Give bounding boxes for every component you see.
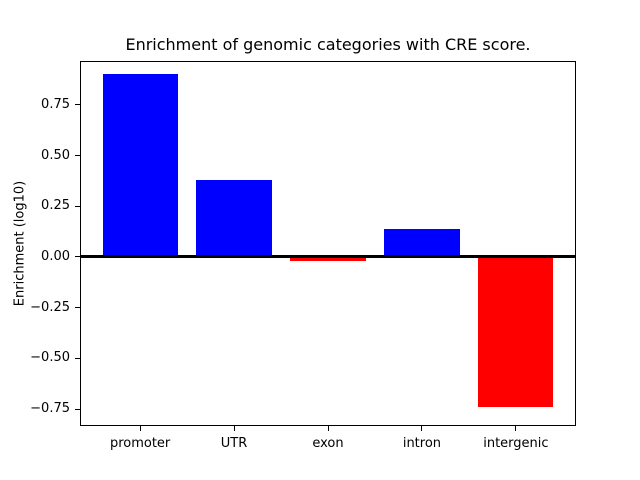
y-tick-label: 0.50 [41,147,70,163]
bar-intergenic [478,256,554,408]
y-tick-mark [75,205,80,207]
chart-title: Enrichment of genomic categories with CR… [125,35,531,54]
y-tick-label: −0.50 [30,350,70,366]
y-tick-mark [75,104,80,106]
y-tick-label: −0.25 [30,299,70,315]
y-tick-label: −0.75 [30,401,70,417]
y-tick-label: 0.25 [41,198,70,214]
y-tick-mark [75,256,80,258]
y-tick-label: 0.75 [41,96,70,112]
bar-exon [290,256,366,262]
x-tick-mark [515,426,517,431]
bar-UTR [196,179,272,257]
x-tick-mark [233,426,235,431]
bar-intron [384,228,460,257]
y-tick-mark [75,357,80,359]
x-tick-label-intron: intron [402,436,442,451]
x-tick-label-UTR: UTR [220,436,248,451]
x-tick-mark [327,426,329,431]
y-tick-label: 0.00 [41,248,70,264]
y-tick-mark [75,307,80,309]
zero-line [80,255,576,259]
x-tick-label-exon: exon [312,436,344,451]
x-tick-label-intergenic: intergenic [483,436,549,451]
x-tick-label-promoter: promoter [109,436,171,451]
x-tick-mark [139,426,141,431]
bar-promoter [102,74,178,257]
y-tick-mark [75,408,80,410]
x-tick-mark [421,426,423,431]
y-tick-mark [75,155,80,157]
